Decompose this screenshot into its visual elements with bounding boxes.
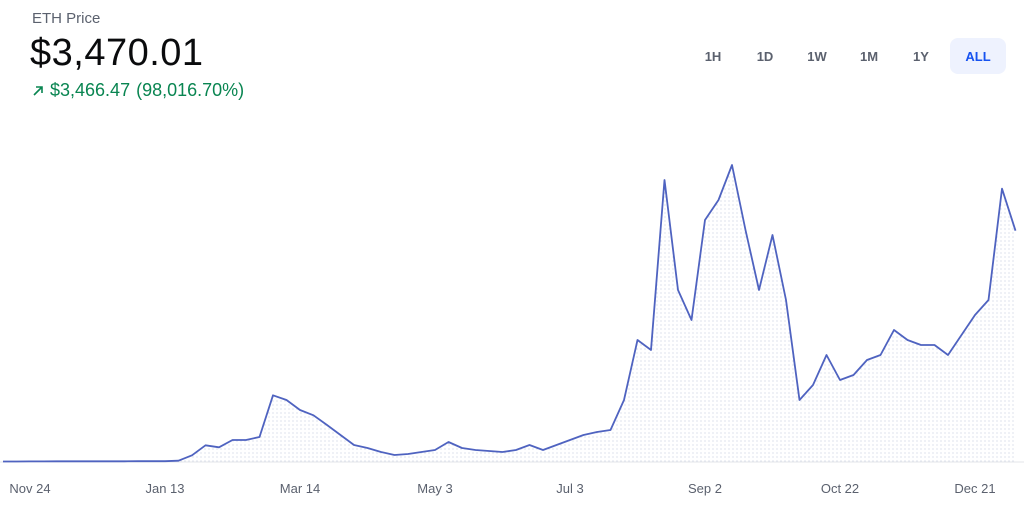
range-button[interactable]: 1H: [704, 48, 722, 64]
range-selector: 1H 1D 1W 1M 1Y ALL: [690, 38, 1006, 74]
current-price: $3,470.01: [30, 32, 204, 74]
x-tick-label: Oct 22: [821, 481, 859, 496]
change-percent: (98,016.70%): [136, 80, 245, 100]
range-button[interactable]: 1D: [756, 48, 774, 64]
x-tick-label: Jul 3: [556, 481, 583, 496]
price-change: $3,466.47 (98,016.70%): [32, 80, 244, 101]
x-tick-label: Mar 14: [280, 481, 320, 496]
price-line: [3, 164, 1017, 463]
x-tick-label: May 3: [417, 481, 452, 496]
change-amount: $3,466.47: [50, 80, 131, 100]
x-tick-label: Nov 24: [9, 481, 50, 496]
up-arrow-icon: [33, 85, 43, 96]
range-button[interactable]: 1M: [859, 48, 879, 64]
x-tick-label: Sep 2: [688, 481, 722, 496]
area-fill: [3, 165, 1016, 462]
range-button[interactable]: ALL: [950, 38, 1006, 74]
range-button[interactable]: 1W: [807, 48, 827, 64]
x-tick-label: Dec 21: [954, 481, 995, 496]
range-button[interactable]: 1Y: [913, 48, 929, 64]
asset-title: ETH Price: [32, 10, 101, 27]
x-tick-label: Jan 13: [145, 481, 184, 496]
